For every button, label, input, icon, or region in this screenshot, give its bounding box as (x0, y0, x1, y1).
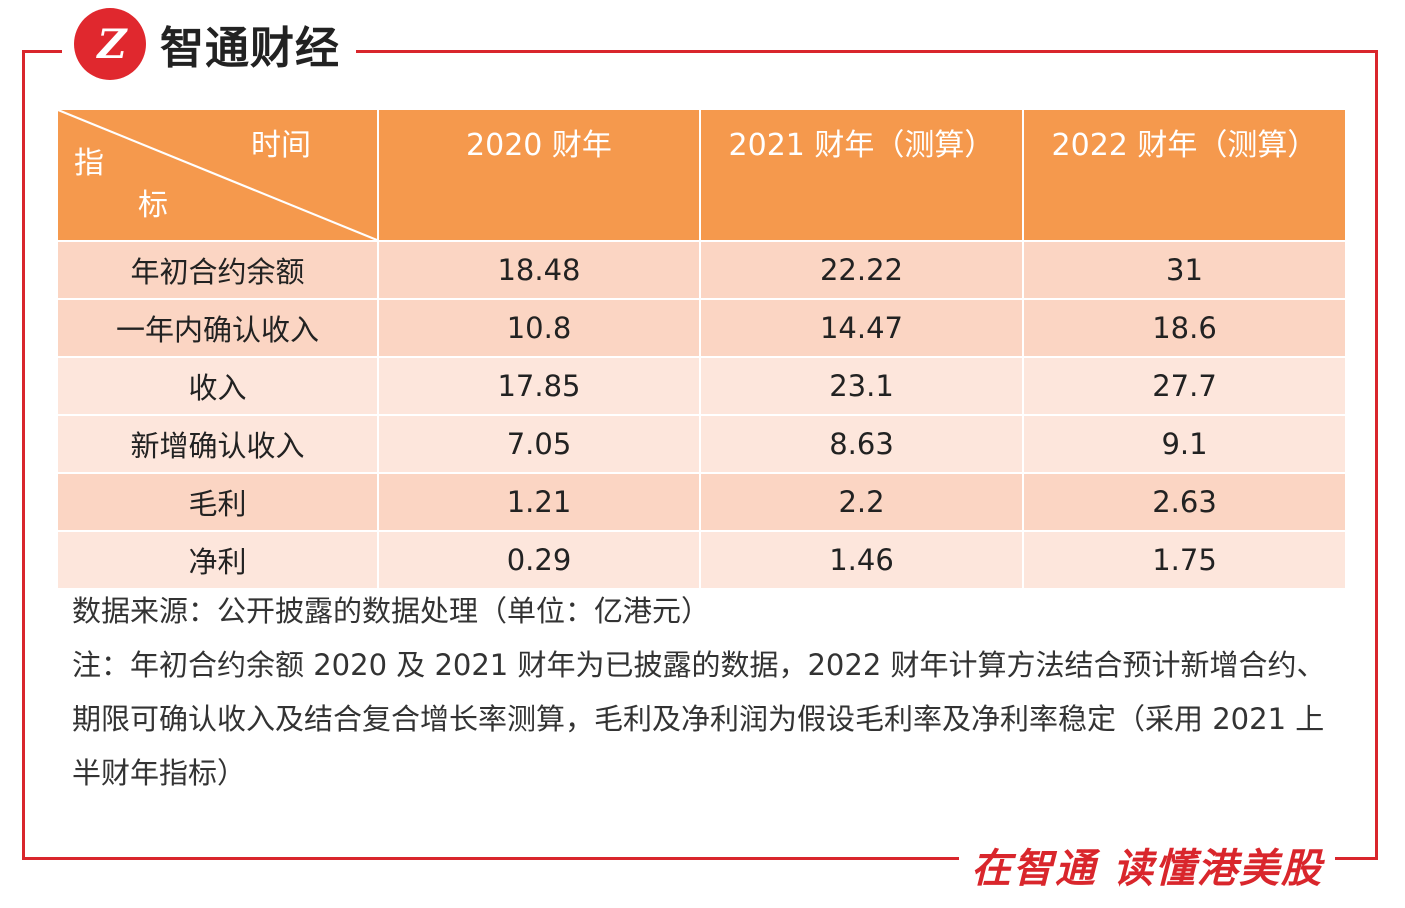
table-cell: 18.48 (377, 240, 701, 300)
corner-indicator-label-2: 标 (138, 188, 168, 223)
table-cell: 23.1 (699, 356, 1024, 416)
table-cell: 1.75 (1022, 530, 1347, 590)
table-row: 收入 17.85 23.1 27.7 (56, 356, 1347, 416)
brand-logo-icon: Z (74, 8, 146, 80)
table-cell: 14.47 (699, 298, 1024, 358)
row-label: 新增确认收入 (56, 414, 379, 474)
frame-bottom (22, 857, 1378, 860)
table-row: 年初合约余额 18.48 22.22 31 (56, 240, 1347, 300)
table-cell: 9.1 (1022, 414, 1347, 474)
table-cell: 8.63 (699, 414, 1024, 474)
table-cell: 31 (1022, 240, 1347, 300)
row-label: 年初合约余额 (56, 240, 379, 300)
table-cell: 0.29 (377, 530, 701, 590)
table-cell: 1.21 (377, 472, 701, 532)
financial-table: 时间 指 标 2020 财年 2021 财年（测算） 2022 财年（测算） 年… (56, 108, 1347, 590)
frame-right (1375, 50, 1378, 860)
table-cell: 10.8 (377, 298, 701, 358)
column-header: 2022 财年（测算） (1022, 108, 1347, 242)
methodology-note: 注：年初合约余额 2020 及 2021 财年为已披露的数据，2022 财年计算… (72, 648, 1326, 790)
table-cell: 7.05 (377, 414, 701, 474)
table-cell: 22.22 (699, 240, 1024, 300)
row-label: 一年内确认收入 (56, 298, 379, 358)
table-row: 一年内确认收入 10.8 14.47 18.6 (56, 298, 1347, 358)
row-label: 毛利 (56, 472, 379, 532)
table-cell: 2.2 (699, 472, 1024, 532)
diagonal-line (58, 110, 377, 240)
table-header-row: 时间 指 标 2020 财年 2021 财年（测算） 2022 财年（测算） (56, 108, 1347, 242)
frame-left (22, 50, 25, 860)
table-row: 净利 0.29 1.46 1.75 (56, 530, 1347, 590)
row-label: 收入 (56, 356, 379, 416)
table-cell: 18.6 (1022, 298, 1347, 358)
notes-block: 数据来源：公开披露的数据处理（单位：亿港元） 注：年初合约余额 2020 及 2… (72, 584, 1342, 800)
data-source-note: 数据来源：公开披露的数据处理（单位：亿港元） (72, 594, 711, 628)
table-cell: 2.63 (1022, 472, 1347, 532)
corner-indicator-label-1: 指 (74, 146, 104, 181)
corner-time-label: 时间 (251, 128, 311, 163)
table-cell: 27.7 (1022, 356, 1347, 416)
column-header: 2020 财年 (377, 108, 701, 242)
frame-top-left (22, 50, 62, 53)
row-label: 净利 (56, 530, 379, 590)
table-cell: 1.46 (699, 530, 1024, 590)
brand-name: 智通财经 (160, 23, 340, 74)
brand-logo: Z 智通财经 (74, 8, 354, 80)
column-header: 2021 财年（测算） (699, 108, 1024, 242)
table-cell: 17.85 (377, 356, 701, 416)
table-row: 毛利 1.21 2.2 2.63 (56, 472, 1347, 532)
footer-slogan: 在智通 读懂港美股 (959, 836, 1335, 894)
frame-top-right (356, 50, 1378, 53)
table-corner-cell: 时间 指 标 (56, 108, 379, 242)
table-row: 新增确认收入 7.05 8.63 9.1 (56, 414, 1347, 474)
